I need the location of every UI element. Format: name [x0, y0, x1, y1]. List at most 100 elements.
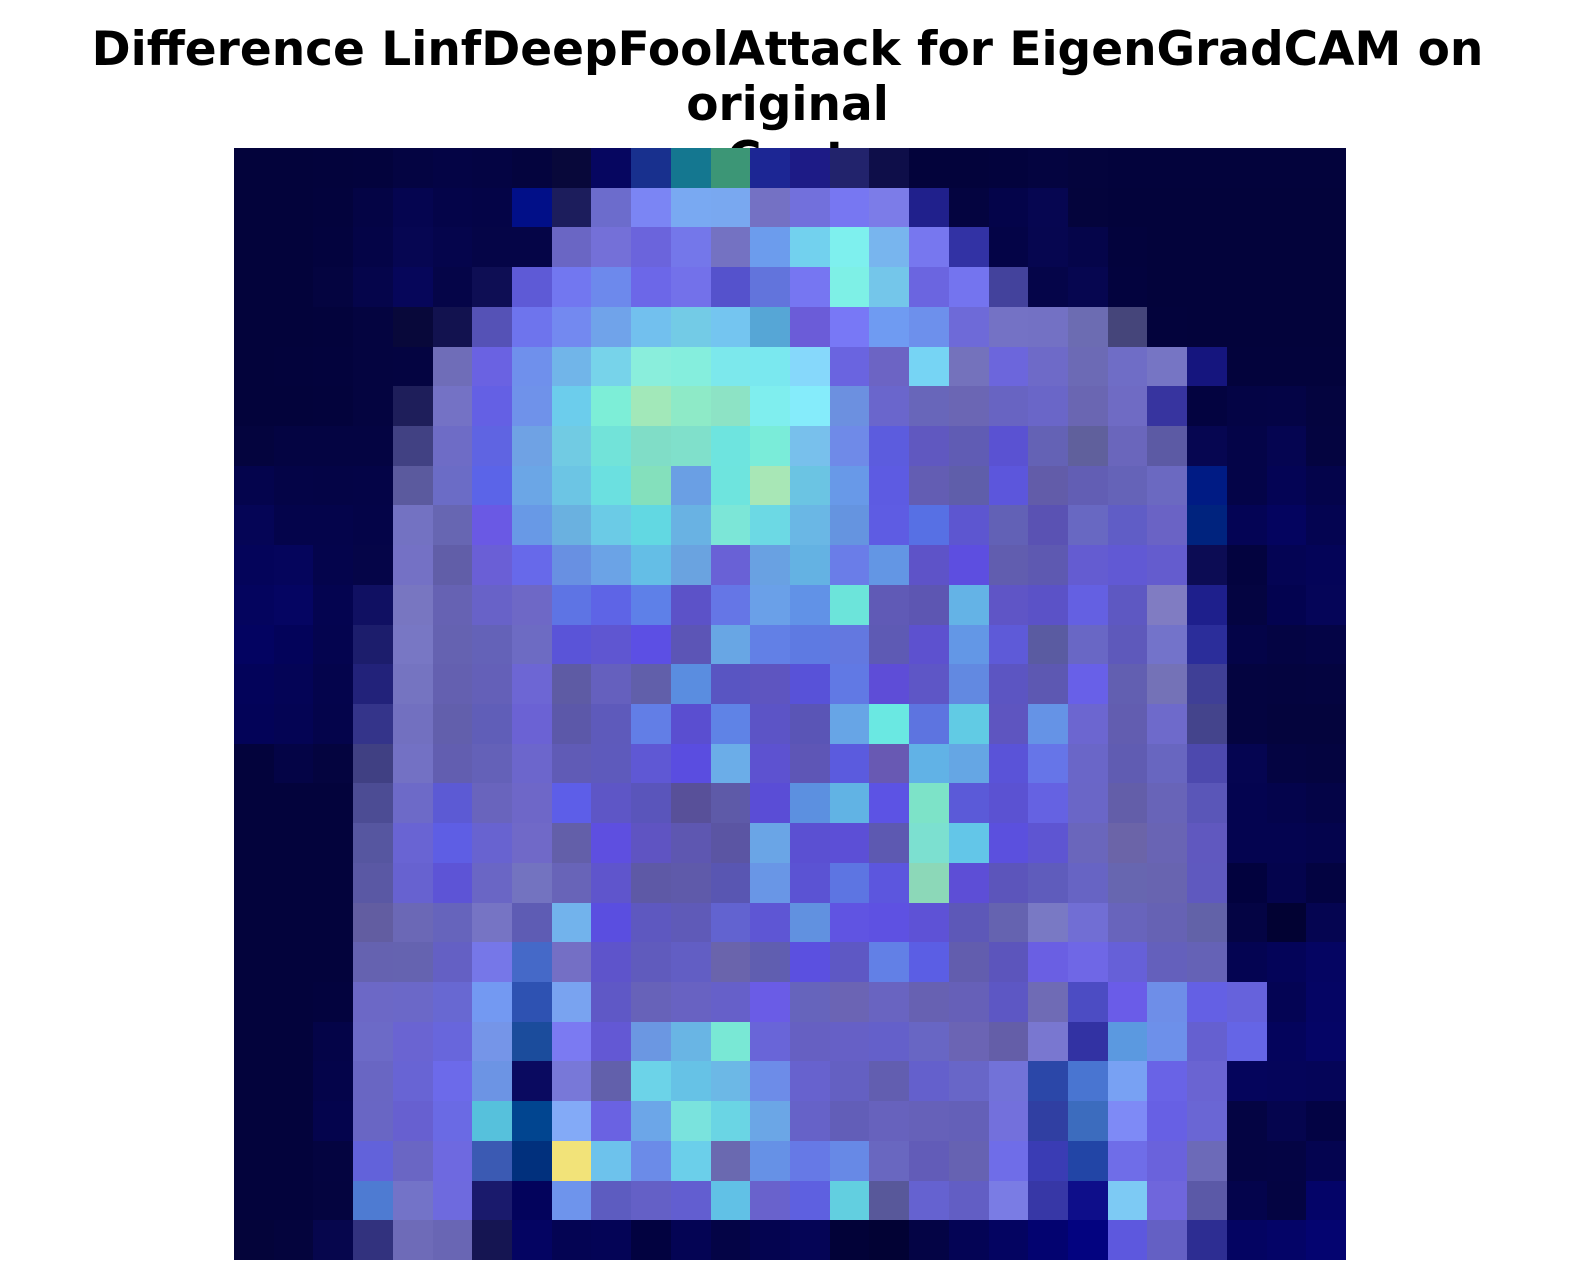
heatmap-cell — [1266, 267, 1307, 307]
heatmap-cell — [750, 624, 790, 665]
heatmap-cell — [1306, 426, 1346, 466]
heatmap-cell — [1147, 148, 1188, 188]
heatmap-cell — [1266, 584, 1307, 625]
heatmap-cell — [234, 624, 274, 665]
heatmap-cell — [472, 1101, 512, 1141]
heatmap-cell — [750, 1140, 790, 1181]
heatmap-cell — [273, 465, 314, 506]
heatmap-cell — [1226, 505, 1267, 546]
heatmap-cell — [988, 426, 1029, 466]
heatmap-cell — [790, 267, 830, 307]
heatmap-cell — [273, 664, 314, 704]
heatmap-cell — [591, 148, 632, 188]
heatmap-cell — [988, 1101, 1029, 1141]
heatmap-cell — [710, 624, 751, 665]
heatmap-cell — [790, 823, 830, 863]
heatmap-cell — [948, 386, 989, 426]
heatmap-cell — [234, 743, 274, 784]
heatmap-cell — [710, 545, 751, 585]
heatmap-cell — [432, 783, 473, 824]
heatmap-cell — [710, 902, 751, 943]
heatmap-cell — [472, 306, 512, 347]
heatmap-cell — [909, 743, 949, 784]
heatmap-cell — [1107, 465, 1148, 506]
heatmap-cell — [472, 1180, 512, 1221]
heatmap-cell — [1306, 624, 1346, 665]
heatmap-cell — [1028, 902, 1068, 943]
heatmap-cell — [1028, 227, 1068, 268]
heatmap-cell — [432, 545, 473, 585]
heatmap-cell — [909, 1180, 949, 1221]
heatmap-cell — [591, 902, 632, 943]
heatmap-cell — [1068, 505, 1108, 546]
heatmap-cell — [1187, 1180, 1227, 1221]
heatmap-cell — [1068, 664, 1108, 704]
heatmap-cell — [948, 1021, 989, 1062]
heatmap-cell — [631, 743, 671, 784]
heatmap-cell — [1068, 1021, 1108, 1062]
heatmap-cell — [273, 1021, 314, 1062]
heatmap-cell — [313, 346, 354, 387]
heatmap-cell — [1147, 545, 1188, 585]
heatmap-cell — [1147, 426, 1188, 466]
heatmap-cell — [1266, 306, 1307, 347]
heatmap-cell — [1266, 1021, 1307, 1062]
heatmap-cell — [1147, 227, 1188, 268]
heatmap-cell — [234, 1180, 274, 1221]
heatmap-cell — [1028, 1180, 1068, 1221]
heatmap-cell — [670, 1140, 711, 1181]
heatmap-cell — [313, 584, 354, 625]
heatmap-cell — [1028, 187, 1068, 228]
heatmap-cell — [988, 148, 1029, 188]
heatmap-cell — [1266, 942, 1307, 982]
heatmap-cell — [750, 743, 790, 784]
heatmap-cell — [670, 1101, 711, 1141]
heatmap-cell — [948, 346, 989, 387]
heatmap-cell — [512, 1061, 552, 1102]
heatmap-cell — [750, 386, 790, 426]
heatmap-cell — [710, 187, 751, 228]
heatmap-cell — [313, 1021, 354, 1062]
heatmap-cell — [353, 1061, 393, 1102]
heatmap-cell — [1068, 704, 1108, 744]
heatmap-cell — [631, 1061, 671, 1102]
heatmap-cell — [790, 1061, 830, 1102]
heatmap-cell — [1107, 227, 1148, 268]
heatmap-cell — [1147, 267, 1188, 307]
heatmap-cell — [273, 584, 314, 625]
heatmap-cell — [1028, 267, 1068, 307]
heatmap-cell — [1028, 664, 1068, 704]
heatmap-cell — [750, 1061, 790, 1102]
heatmap-cell — [353, 1101, 393, 1141]
heatmap-cell — [512, 426, 552, 466]
heatmap-cell — [710, 1061, 751, 1102]
heatmap-cell — [829, 584, 870, 625]
heatmap-cell — [551, 306, 592, 347]
heatmap-cell — [512, 743, 552, 784]
heatmap-cell — [1226, 1021, 1267, 1062]
heatmap-cell — [1028, 465, 1068, 506]
heatmap-cell — [909, 942, 949, 982]
heatmap-cell — [234, 465, 274, 506]
heatmap-cell — [591, 1140, 632, 1181]
heatmap-cell — [353, 545, 393, 585]
heatmap-cell — [909, 982, 949, 1022]
heatmap-cell — [591, 584, 632, 625]
heatmap-cell — [591, 267, 632, 307]
heatmap-cell — [909, 1101, 949, 1141]
heatmap-cell — [1028, 386, 1068, 426]
heatmap-cell — [1306, 1021, 1346, 1062]
heatmap-cell — [472, 148, 512, 188]
heatmap-cell — [591, 982, 632, 1022]
heatmap-cell — [948, 862, 989, 903]
heatmap-cell — [551, 1180, 592, 1221]
heatmap-cell — [432, 346, 473, 387]
heatmap-cell — [1028, 704, 1068, 744]
heatmap-cell — [1306, 1061, 1346, 1102]
heatmap-cell — [392, 704, 433, 744]
heatmap-cell — [234, 1140, 274, 1181]
heatmap-cell — [1107, 664, 1148, 704]
heatmap-cell — [1226, 743, 1267, 784]
heatmap-cell — [1226, 1220, 1267, 1260]
heatmap-cell — [1226, 227, 1267, 268]
